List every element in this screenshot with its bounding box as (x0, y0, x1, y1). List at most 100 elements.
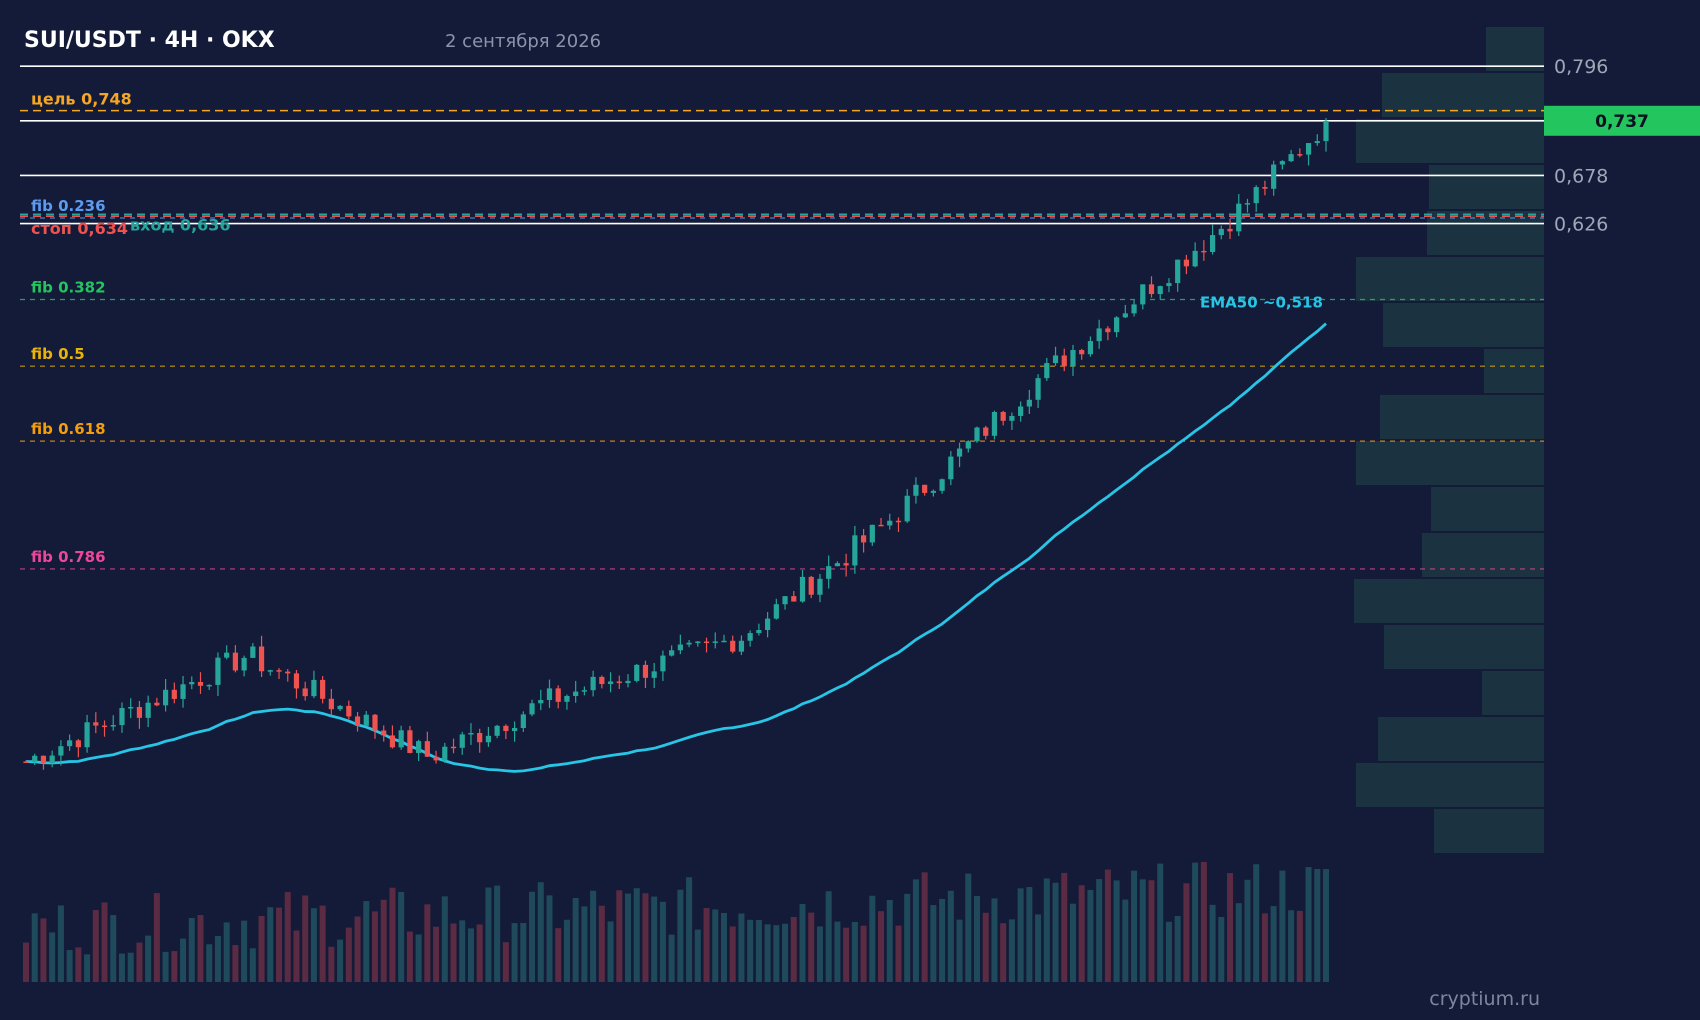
candle-body (328, 698, 334, 710)
candle-body (721, 640, 727, 643)
volume-bar (241, 920, 248, 982)
volume-bar (1209, 904, 1216, 982)
candle-body (1297, 154, 1303, 156)
candle-body (1227, 228, 1233, 232)
volume-profile-bar (1356, 119, 1544, 163)
candle-body (23, 761, 29, 764)
candle-body (285, 671, 291, 674)
candle-body (1079, 350, 1085, 355)
volume-profile-bar (1354, 579, 1544, 623)
candle-body (267, 670, 273, 672)
volume-bar (659, 901, 666, 982)
candle-body (1262, 187, 1268, 189)
candle-body (145, 702, 151, 718)
volume-bar (319, 905, 326, 982)
candle-body (599, 676, 605, 685)
volume-bar (965, 873, 972, 982)
candle-body (58, 746, 64, 756)
volume-bar (1043, 878, 1050, 982)
volume-bar (371, 911, 378, 982)
volume-profile-bar (1378, 717, 1544, 761)
candle-body (424, 741, 430, 757)
candle-body (939, 479, 945, 491)
volume-bars (23, 861, 1329, 982)
candle-body (1314, 141, 1320, 144)
candle-body (1157, 286, 1163, 295)
volume-bar (1139, 879, 1146, 982)
fib-level-label: fib 0.618 (31, 420, 106, 438)
candle-body (258, 646, 265, 672)
candle-body (215, 657, 221, 685)
volume-bar (625, 893, 632, 982)
volume-bar (1165, 921, 1172, 982)
candle-body (546, 688, 553, 701)
candle-body (660, 655, 666, 672)
volume-bar (284, 892, 291, 982)
candle-body (468, 733, 474, 735)
volume-bar (1192, 862, 1199, 982)
current-price-tag (1544, 105, 1700, 136)
volume-bar (232, 945, 239, 982)
candle-body (197, 681, 204, 686)
volume-bar (790, 916, 797, 982)
volume-bar (1279, 870, 1286, 982)
volume-bar (188, 917, 195, 982)
candle-body (407, 730, 413, 753)
candle-body (450, 746, 457, 749)
volume-profile-bar (1384, 625, 1544, 669)
volume-profile-bar (1380, 395, 1544, 439)
fib-level-label: fib 0.786 (31, 548, 106, 566)
volume-bar (1087, 889, 1094, 982)
volume-bar (1296, 910, 1303, 982)
candle-body (651, 671, 657, 678)
volume-bar (494, 885, 501, 982)
volume-bar (581, 906, 588, 982)
candle-body (1192, 250, 1198, 267)
candle-body (372, 714, 378, 731)
candle-body (1061, 355, 1067, 367)
candle-body (494, 725, 500, 736)
candle-body (607, 681, 614, 685)
candle-body (232, 652, 238, 671)
candle-body (930, 490, 936, 493)
volume-bar (563, 919, 570, 982)
volume-bar (214, 935, 221, 982)
candle-body (1087, 341, 1094, 355)
candle-body (459, 734, 465, 748)
candle-body (442, 746, 448, 761)
candle-body (1305, 143, 1312, 155)
volume-bar (1061, 872, 1068, 982)
candle-body (101, 725, 108, 728)
volume-bar (1314, 869, 1321, 982)
candle-body (799, 576, 806, 602)
volume-profile-bar (1356, 441, 1544, 485)
volume-bar (1122, 899, 1129, 982)
candle-body (354, 716, 361, 726)
candle-body (573, 691, 579, 696)
candle-body (730, 640, 736, 652)
candle-body (695, 641, 701, 644)
candle-body (110, 725, 116, 727)
candle-body (1131, 304, 1137, 314)
candle-body (1018, 406, 1024, 416)
candle-body (433, 756, 439, 761)
price-tick-label: 0,678 (1554, 165, 1608, 187)
volume-profile-bar (1356, 257, 1544, 301)
volume-bar (921, 872, 928, 982)
volume-bar (642, 893, 649, 982)
volume-bar (1131, 870, 1138, 982)
volume-bar (590, 890, 597, 982)
candle-body (1218, 228, 1224, 236)
volume-bar (1017, 888, 1024, 982)
volume-bar (1244, 879, 1251, 982)
candle-body (67, 740, 73, 747)
candle-body (616, 681, 622, 684)
candle-body (852, 535, 858, 566)
volume-bar (337, 939, 344, 982)
volume-bar (930, 905, 937, 982)
volume-profile-bar (1486, 27, 1544, 71)
candle-body (381, 730, 387, 736)
ema-line: EMA50 ~0,518 (25, 294, 1327, 773)
volume-bar (310, 908, 317, 982)
candle-body (1166, 283, 1172, 287)
